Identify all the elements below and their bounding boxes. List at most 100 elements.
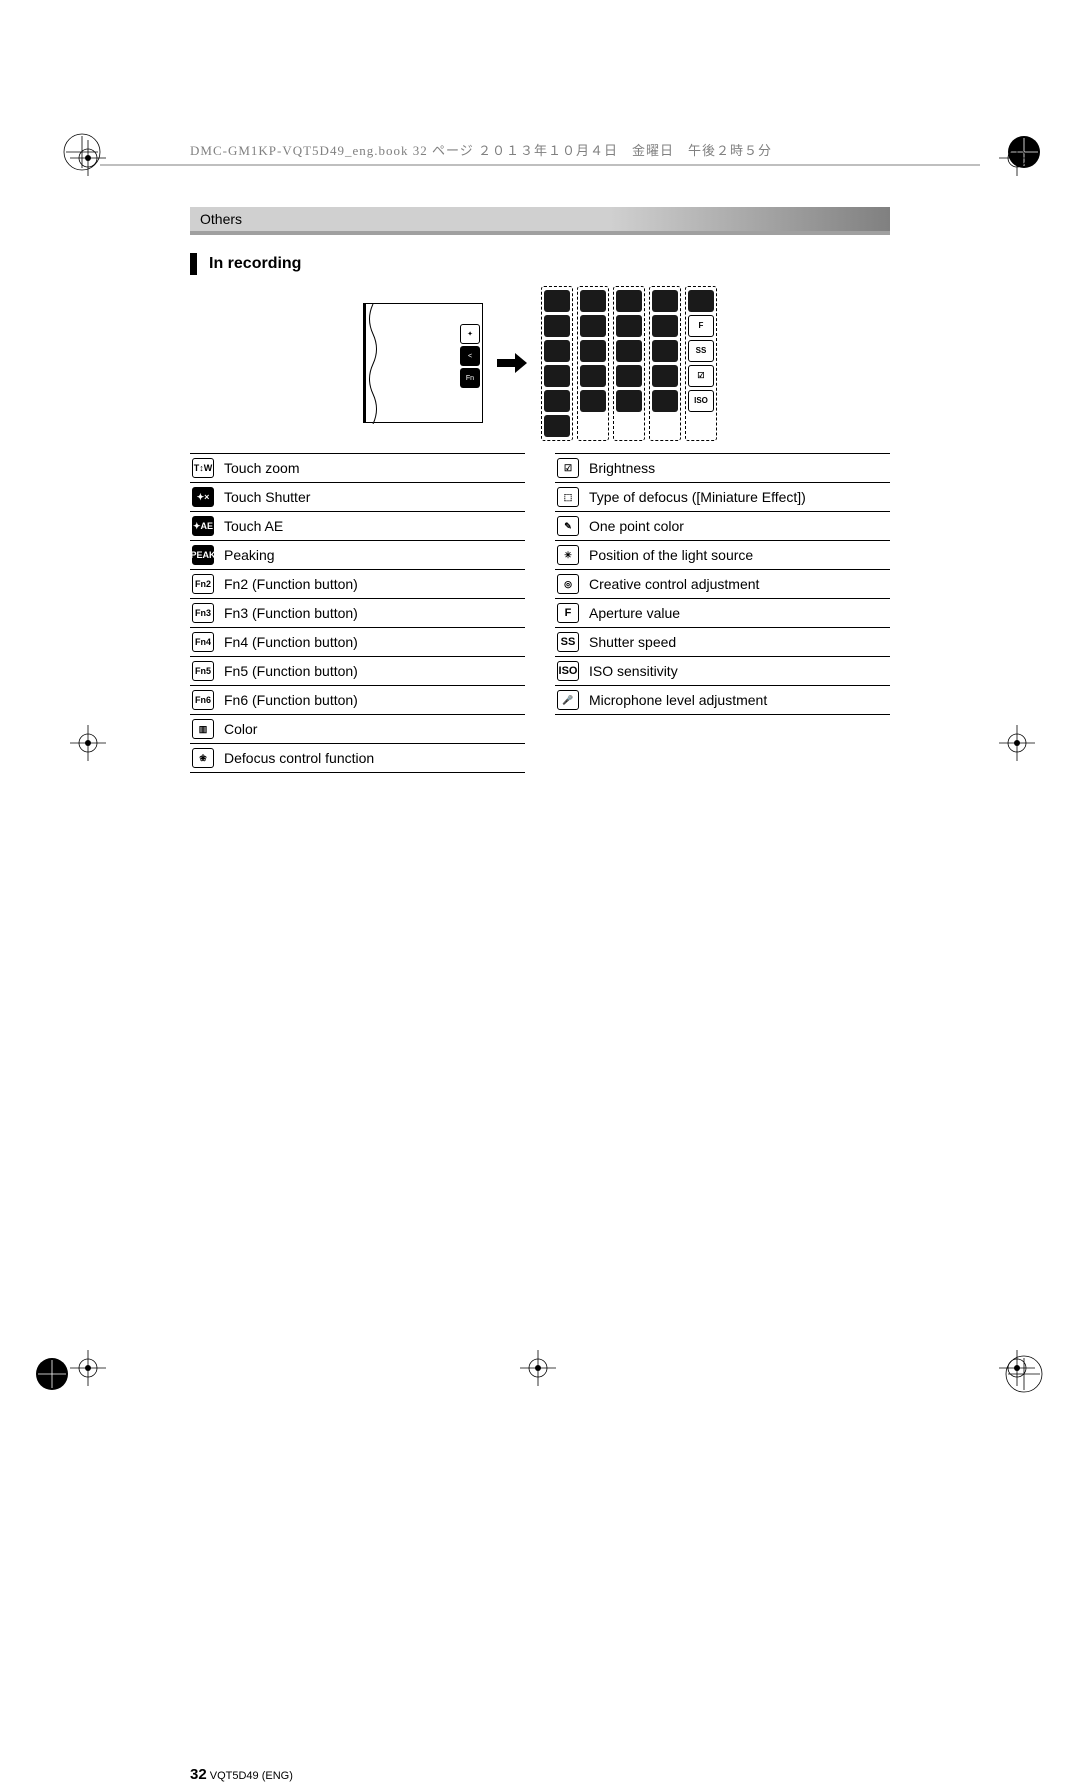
panel-cell-icon: [616, 340, 642, 362]
row-label: Defocus control function: [224, 750, 525, 766]
panel-cell-icon: [544, 340, 570, 362]
right-table: ☑ Brightness ⬚Type of defocus ([Miniature …: [555, 453, 890, 773]
table-row: ▥ Color: [190, 714, 525, 743]
heading-text: In recording: [209, 255, 301, 273]
cropmark-icon: [999, 1350, 1035, 1386]
row-icon: ✦AE: [192, 516, 214, 536]
section-banner: Others: [190, 207, 890, 235]
panel-cell-icon: [616, 290, 642, 312]
table-row: PEAK Peaking: [190, 540, 525, 569]
panel-cell-icon: [652, 390, 678, 412]
row-label: Creative control adjustment: [589, 576, 890, 592]
document-header: DMC-GM1KP-VQT5D49_eng.book 32 ページ ２０１３年１…: [190, 140, 890, 159]
diagram-area: ✦ < Fn FSS☑ISO: [190, 293, 890, 433]
row-icon: ◎: [557, 574, 579, 594]
panel-cell-icon: [544, 390, 570, 412]
cropmark-icon: [70, 1350, 106, 1386]
touch-tab: Fn: [460, 368, 480, 388]
row-icon: ✦×: [192, 487, 214, 507]
page-code: VQT5D49 (ENG): [210, 1770, 293, 1782]
row-icon: ISO: [557, 661, 579, 681]
table-row: Fn2Fn2 (Function button): [190, 569, 525, 598]
icon-panel: [649, 286, 681, 441]
row-icon: ❀: [192, 748, 214, 768]
section-heading: In recording: [190, 253, 890, 275]
panel-cell-icon: SS: [688, 340, 714, 362]
panel-group: FSS☑ISO: [541, 286, 717, 441]
icon-panel: FSS☑ISO: [685, 286, 717, 441]
row-label: Touch Shutter: [224, 489, 525, 505]
icon-panel: [613, 286, 645, 441]
panel-cell-icon: [580, 340, 606, 362]
row-label: ISO sensitivity: [589, 663, 890, 679]
row-label: Microphone level adjustment: [589, 692, 890, 708]
table-row: Fn4 Fn4 (Function button): [190, 627, 525, 656]
touch-tab: ✦: [460, 324, 480, 344]
table-row: ◎ Creative control adjustment: [555, 569, 890, 598]
table-row: ☑ Brightness: [555, 453, 890, 482]
banner-label: Others: [200, 211, 242, 227]
row-icon: Fn4: [192, 632, 214, 652]
row-label: Type of defocus ([Miniature Effect]): [589, 489, 890, 505]
table-row: Fn6Fn6 (Function button): [190, 685, 525, 714]
page-number: 32: [190, 1766, 207, 1783]
cropmark-icon: [999, 725, 1035, 761]
row-label: Aperture value: [589, 605, 890, 621]
touch-tab-strip: ✦ < Fn: [460, 324, 480, 388]
table-row: ✦× Touch Shutter: [190, 482, 525, 511]
row-label: Touch zoom: [224, 460, 525, 476]
arrow-icon: [497, 353, 527, 373]
panel-cell-icon: [688, 290, 714, 312]
row-label: Peaking: [224, 547, 525, 563]
row-icon: T↕W: [192, 458, 214, 478]
row-label: Fn3 (Function button): [224, 605, 525, 621]
row-label: Touch AE: [224, 518, 525, 534]
row-icon: ▥: [192, 719, 214, 739]
registration-ring-icon: [30, 1352, 74, 1396]
panel-cell-icon: [652, 340, 678, 362]
icon-panel: [541, 286, 573, 441]
row-icon: Fn3: [192, 603, 214, 623]
panel-cell-icon: [652, 290, 678, 312]
page-footer: 32 VQT5D49 (ENG): [190, 1766, 293, 1783]
row-icon: Fn6: [192, 690, 214, 710]
touch-tab: <: [460, 346, 480, 366]
heading-bar-icon: [190, 253, 197, 275]
row-icon: ☑: [557, 458, 579, 478]
panel-cell-icon: F: [688, 315, 714, 337]
cropmark-icon: [70, 140, 106, 176]
tables-area: T↕W Touch zoom ✦× Touch Shutter ✦AE Touch AE P…: [190, 453, 890, 773]
row-icon: PEAK: [192, 545, 214, 565]
row-icon: SS: [557, 632, 579, 652]
row-label: Position of the light source: [589, 547, 890, 563]
table-row: Fn5Fn5 (Function button): [190, 656, 525, 685]
table-row: T↕W Touch zoom: [190, 453, 525, 482]
panel-cell-icon: [544, 415, 570, 437]
panel-cell-icon: [616, 315, 642, 337]
panel-cell-icon: [580, 390, 606, 412]
panel-cell-icon: [580, 315, 606, 337]
table-row: ✎One point color: [555, 511, 890, 540]
panel-cell-icon: [544, 290, 570, 312]
panel-cell-icon: [652, 365, 678, 387]
panel-cell-icon: ISO: [688, 390, 714, 412]
table-row: 🎤Microphone level adjustment: [555, 685, 890, 715]
panel-cell-icon: [580, 365, 606, 387]
cropmark-icon: [520, 1350, 556, 1386]
panel-cell-icon: [652, 315, 678, 337]
table-row: ISO ISO sensitivity: [555, 656, 890, 685]
row-label: Color: [224, 721, 525, 737]
panel-cell-icon: [580, 290, 606, 312]
row-label: Brightness: [589, 460, 890, 476]
table-row: ✦AE Touch AE: [190, 511, 525, 540]
table-row: FAperture value: [555, 598, 890, 627]
table-row: Fn3 Fn3 (Function button): [190, 598, 525, 627]
row-label: Shutter speed: [589, 634, 890, 650]
row-label: Fn5 (Function button): [224, 663, 525, 679]
screen-mock-icon: ✦ < Fn: [363, 303, 483, 423]
row-label: One point color: [589, 518, 890, 534]
row-label: Fn4 (Function button): [224, 634, 525, 650]
cropmark-icon: [70, 725, 106, 761]
panel-cell-icon: [544, 315, 570, 337]
table-row: ⬚Type of defocus ([Miniature Effect]): [555, 482, 890, 511]
